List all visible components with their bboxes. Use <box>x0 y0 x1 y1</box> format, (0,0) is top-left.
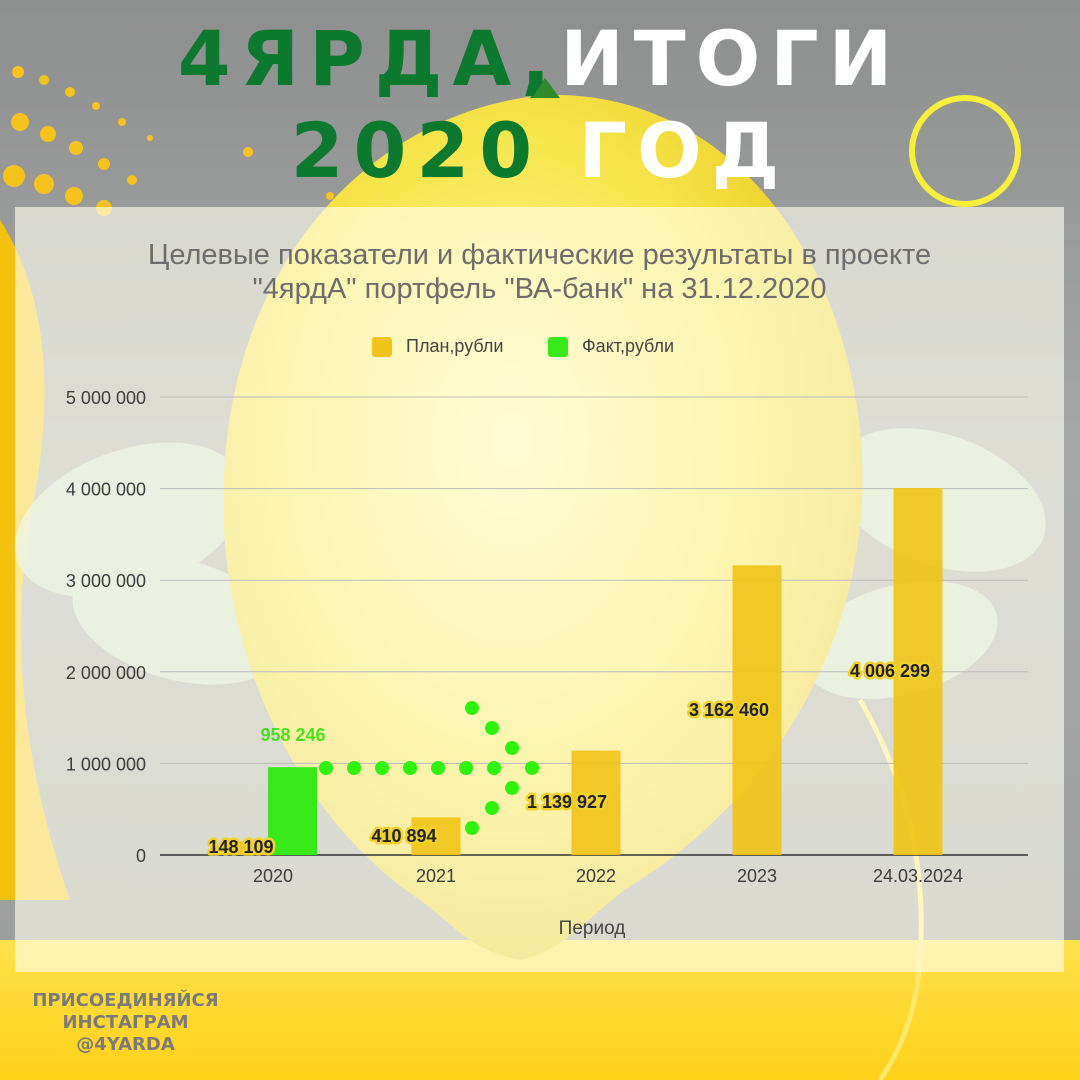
plan-value-label: 148 109 <box>208 837 273 857</box>
legend-label-plan: План,рубли <box>406 336 504 356</box>
arrow-dot <box>375 761 389 775</box>
yellow-ring <box>909 95 1021 207</box>
chart-title-line-2: "4ярдА" портфель "ВА-банк" на 31.12.2020 <box>252 273 827 305</box>
plan-bar[interactable] <box>411 817 461 855</box>
arrow-dot <box>525 761 539 775</box>
title-year: 2020 <box>290 106 543 195</box>
lemon-stem <box>530 78 560 98</box>
x-tick-label: 24.03.2024 <box>873 866 963 886</box>
plan-bar[interactable] <box>571 750 621 855</box>
promo-line-2: ИНСТАГРАМ <box>62 1012 189 1033</box>
arrow-dot <box>347 761 361 775</box>
arrow-dot <box>403 761 417 775</box>
chart-title: Целевые показатели и фактические результ… <box>15 238 1064 306</box>
plan-bar[interactable] <box>219 841 268 855</box>
y-tick-label: 0 <box>136 846 146 866</box>
chart-legend: План,рубли Факт,рубли <box>0 336 1080 360</box>
title-brand: 4ЯРДА, <box>177 14 561 103</box>
y-tick-label: 4 000 000 <box>66 480 146 500</box>
arrow-dot <box>465 701 479 715</box>
bars <box>219 488 943 855</box>
legend-item-plan[interactable]: План,рубли <box>372 336 503 357</box>
legend-item-fact[interactable]: Факт,рубли <box>548 336 674 357</box>
y-tick-label: 5 000 000 <box>66 388 146 408</box>
dotted-arrow-decoration <box>319 701 539 835</box>
y-axis-ticks: 0 1 000 000 2 000 000 3 000 000 4 000 000 5 0… <box>66 388 146 866</box>
promo-line-3: @4YARDA <box>76 1034 175 1055</box>
plan-bar[interactable] <box>893 488 943 855</box>
x-tick-label: 2023 <box>737 866 777 886</box>
arrow-dot <box>465 821 479 835</box>
chart-title-line-1: Целевые показатели и фактические результ… <box>147 239 932 271</box>
arrow-dot <box>431 761 445 775</box>
promo-line-1: ПРИСОЕДИНЯЙСЯ <box>32 990 219 1011</box>
arrow-dot <box>487 761 501 775</box>
arrow-dot <box>485 721 499 735</box>
plan-value-label: 1 139 927 <box>527 792 607 812</box>
title-results: ИТОГИ <box>560 14 903 103</box>
arrow-dot <box>485 801 499 815</box>
title-god: ГОД <box>578 106 790 195</box>
y-tick-label: 2 000 000 <box>66 663 146 683</box>
arrow-dot <box>459 761 473 775</box>
fact-value-label: 958 246 <box>260 725 325 745</box>
fact-bar[interactable] <box>268 767 317 855</box>
page-title-line-1: 4ЯРДА,ИТОГИ <box>0 14 1080 103</box>
page-title-line-2: 2020 ГОД <box>0 106 1080 195</box>
plan-value-label: 4 006 299 <box>850 661 930 681</box>
legend-swatch-fact <box>548 336 568 357</box>
x-axis-title: Период <box>559 918 626 939</box>
y-tick-label: 1 000 000 <box>66 754 146 774</box>
legend-swatch-plan <box>372 336 392 357</box>
plan-value-label: 410 894 <box>371 826 436 846</box>
x-axis-ticks: 2020 2021 2022 2023 24.03.2024 <box>253 866 963 886</box>
arrow-dot <box>505 781 519 795</box>
chart-panel <box>15 207 1064 972</box>
y-tick-label: 3 000 000 <box>66 571 146 591</box>
instagram-promo[interactable]: ПРИСОЕДИНЯЙСЯ ИНСТАГРАМ @4YARDA <box>18 990 233 1056</box>
x-tick-label: 2020 <box>253 866 293 886</box>
data-labels: 148 109 410 894 1 139 927 3 162 460 4 006 29… <box>206 659 933 860</box>
legend-label-fact: Факт,рубли <box>582 336 675 356</box>
x-tick-label: 2021 <box>416 866 456 886</box>
x-tick-label: 2022 <box>576 866 616 886</box>
plan-bar[interactable] <box>732 565 782 855</box>
arrow-dot <box>319 761 333 775</box>
dot-pattern <box>3 66 423 216</box>
arrow-dot <box>505 741 519 755</box>
plan-value-label: 3 162 460 <box>689 700 769 720</box>
